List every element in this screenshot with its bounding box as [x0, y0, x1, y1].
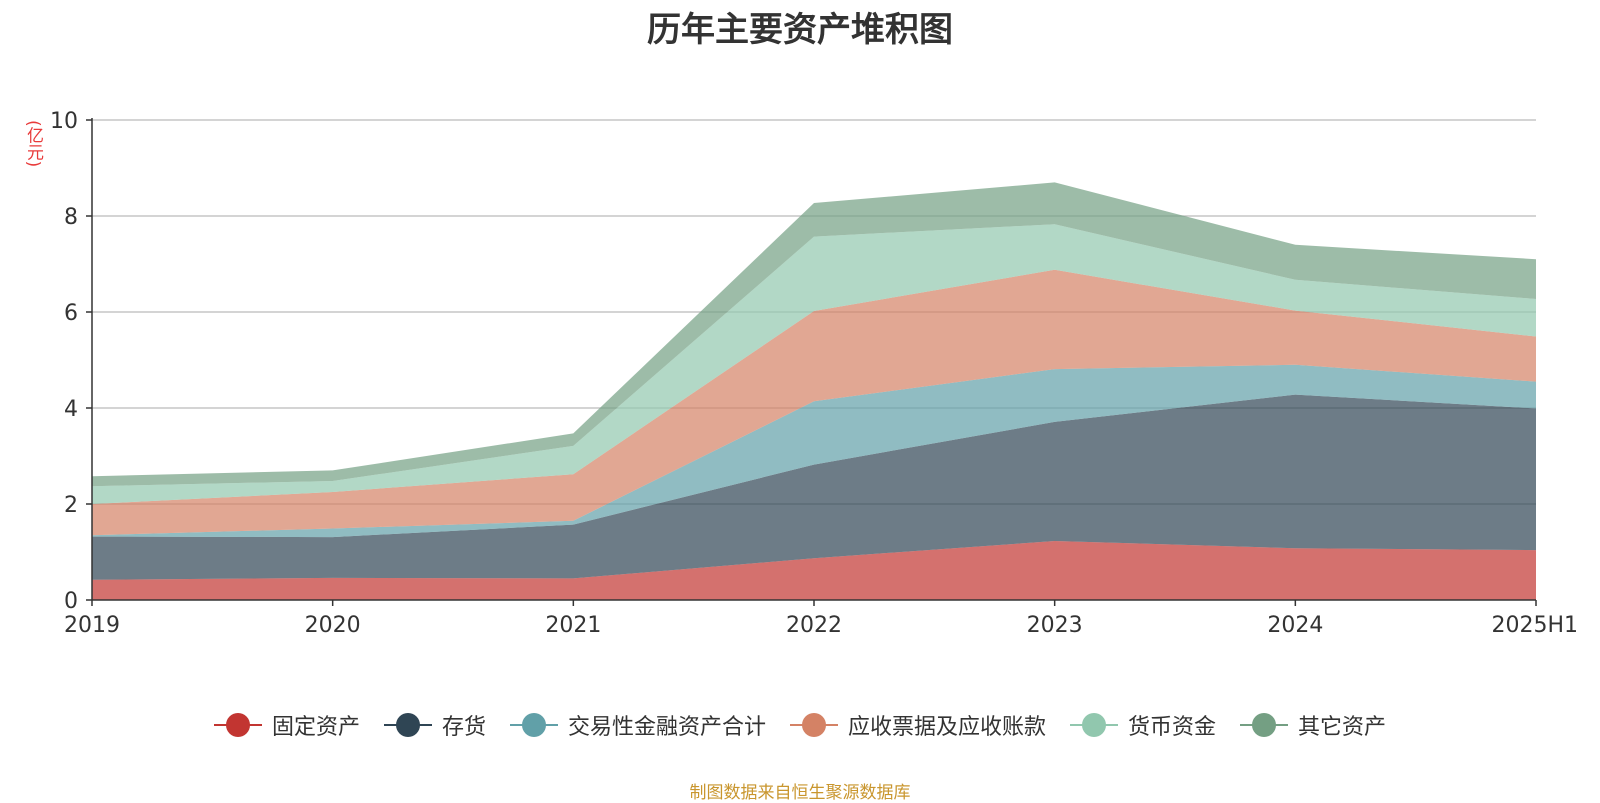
source-note: 制图数据来自恒生聚源数据库 [689, 783, 911, 803]
legend-item-4[interactable]: 应收票据及应收账款 [790, 709, 1046, 741]
y-tick-label: 10 [50, 109, 78, 134]
legend-marker-icon [213, 712, 262, 738]
x-tick-label: 2022 [786, 613, 842, 638]
x-tick-label: 2024 [1267, 613, 1323, 638]
area-series-5 [92, 224, 1536, 504]
x-tick-label: 2020 [305, 613, 361, 638]
area-series-3 [92, 364, 1536, 538]
legend-item-3[interactable]: 交易性金融资产合计 [509, 709, 766, 741]
legend-marker-icon [1070, 712, 1119, 738]
legend-marker-icon [383, 712, 432, 738]
area-series-2 [92, 394, 1536, 580]
area-series-group [92, 182, 1536, 600]
legend: 固定资产 存货 交易性金融资产合计 应收票据及应收账款 货币资金 其它资产 [0, 705, 1600, 745]
y-axis-unit-label: (亿元) [23, 120, 43, 168]
chart-title: 历年主要资产堆积图 [647, 10, 953, 50]
y-tick-label: 0 [64, 589, 78, 614]
y-tick-label: 2 [64, 493, 78, 518]
x-tick-label: 2019 [64, 613, 120, 638]
x-tick-label: 2025H1 [1491, 613, 1578, 638]
x-tick-label: 2023 [1027, 613, 1083, 638]
axes: 0 2 4 6 8 10 2019 2020 2021 2022 2023 2024 2025H1 [50, 109, 1578, 638]
legend-label: 存货 [441, 715, 486, 740]
legend-label: 其它资产 [1298, 715, 1387, 740]
legend-label: 交易性金融资产合计 [567, 715, 766, 740]
legend-marker-icon [509, 712, 558, 738]
area-series-1 [92, 541, 1536, 600]
legend-label: 应收票据及应收账款 [848, 715, 1047, 740]
legend-label: 固定资产 [271, 715, 360, 740]
legend-marker-icon [1240, 712, 1289, 738]
legend-item-1[interactable]: 固定资产 [213, 709, 360, 741]
legend-label: 货币资金 [1128, 715, 1217, 740]
legend-item-2[interactable]: 存货 [383, 709, 486, 741]
y-tick-label: 6 [64, 301, 78, 326]
y-tick-label: 8 [64, 205, 78, 230]
stacked-area-chart: 0 2 4 6 8 10 2019 2020 2021 2022 2023 2024 2025H1 [50, 109, 1578, 638]
x-tick-label: 2021 [545, 613, 601, 638]
y-tick-label: 4 [64, 397, 78, 422]
legend-marker-icon [790, 712, 838, 738]
legend-item-5[interactable]: 货币资金 [1070, 709, 1216, 741]
legend-item-6[interactable]: 其它资产 [1240, 709, 1386, 741]
area-series-4 [92, 269, 1536, 536]
